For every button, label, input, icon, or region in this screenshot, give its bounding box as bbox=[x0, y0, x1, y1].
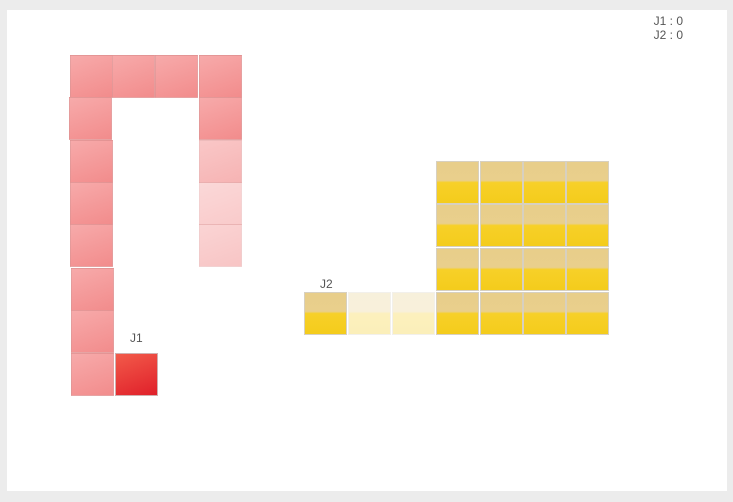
j2-trail-cell bbox=[566, 248, 609, 291]
j1-label: J1 bbox=[130, 331, 143, 345]
j2-trail-cell bbox=[436, 161, 479, 204]
j2-trail-cell bbox=[436, 248, 479, 291]
j1-trail-cell bbox=[70, 182, 113, 225]
j2-trail-cell bbox=[348, 292, 391, 335]
scoreboard: J1 : 0 J2 : 0 bbox=[654, 14, 683, 42]
j2-trail-cell bbox=[523, 292, 566, 335]
j2-trail-cell bbox=[566, 292, 609, 335]
j1-trail-cell bbox=[70, 140, 113, 183]
j1-trail-cell bbox=[199, 97, 242, 140]
j2-trail-cell bbox=[566, 204, 609, 247]
j2-trail-cell bbox=[480, 292, 523, 335]
j1-trail-cell bbox=[199, 182, 242, 225]
j2-trail-cell bbox=[523, 248, 566, 291]
j2-trail-cell bbox=[392, 292, 435, 335]
j2-trail-cell bbox=[480, 161, 523, 204]
j2-trail-cell bbox=[480, 204, 523, 247]
j2-trail-cell bbox=[436, 292, 479, 335]
j1-head bbox=[115, 353, 158, 396]
j2-head bbox=[304, 292, 347, 335]
j2-trail-cell bbox=[480, 248, 523, 291]
j2-trail-cell bbox=[523, 161, 566, 204]
j1-trail-cell bbox=[71, 268, 114, 311]
j1-trail-cell bbox=[70, 55, 113, 98]
j1-trail-cell bbox=[71, 310, 114, 353]
score-j1: J1 : 0 bbox=[653, 14, 683, 28]
j1-trail-cell bbox=[112, 55, 155, 98]
j1-trail-cell bbox=[70, 224, 113, 267]
j2-trail-cell bbox=[436, 204, 479, 247]
j1-trail-cell bbox=[155, 55, 198, 98]
game-board: J1 : 0 J2 : 0 J1 bbox=[7, 10, 727, 491]
j1-trail-cell bbox=[199, 224, 242, 267]
j2-trail-cell bbox=[523, 204, 566, 247]
j1-trail-cell bbox=[199, 55, 242, 98]
score-j2: J2 : 0 bbox=[653, 28, 683, 42]
j1-trail-cell bbox=[71, 353, 114, 396]
j2-label: J2 bbox=[320, 277, 333, 291]
j1-trail-cell bbox=[69, 97, 112, 140]
j2-trail-cell bbox=[566, 161, 609, 204]
j1-trail-cell bbox=[199, 140, 242, 183]
